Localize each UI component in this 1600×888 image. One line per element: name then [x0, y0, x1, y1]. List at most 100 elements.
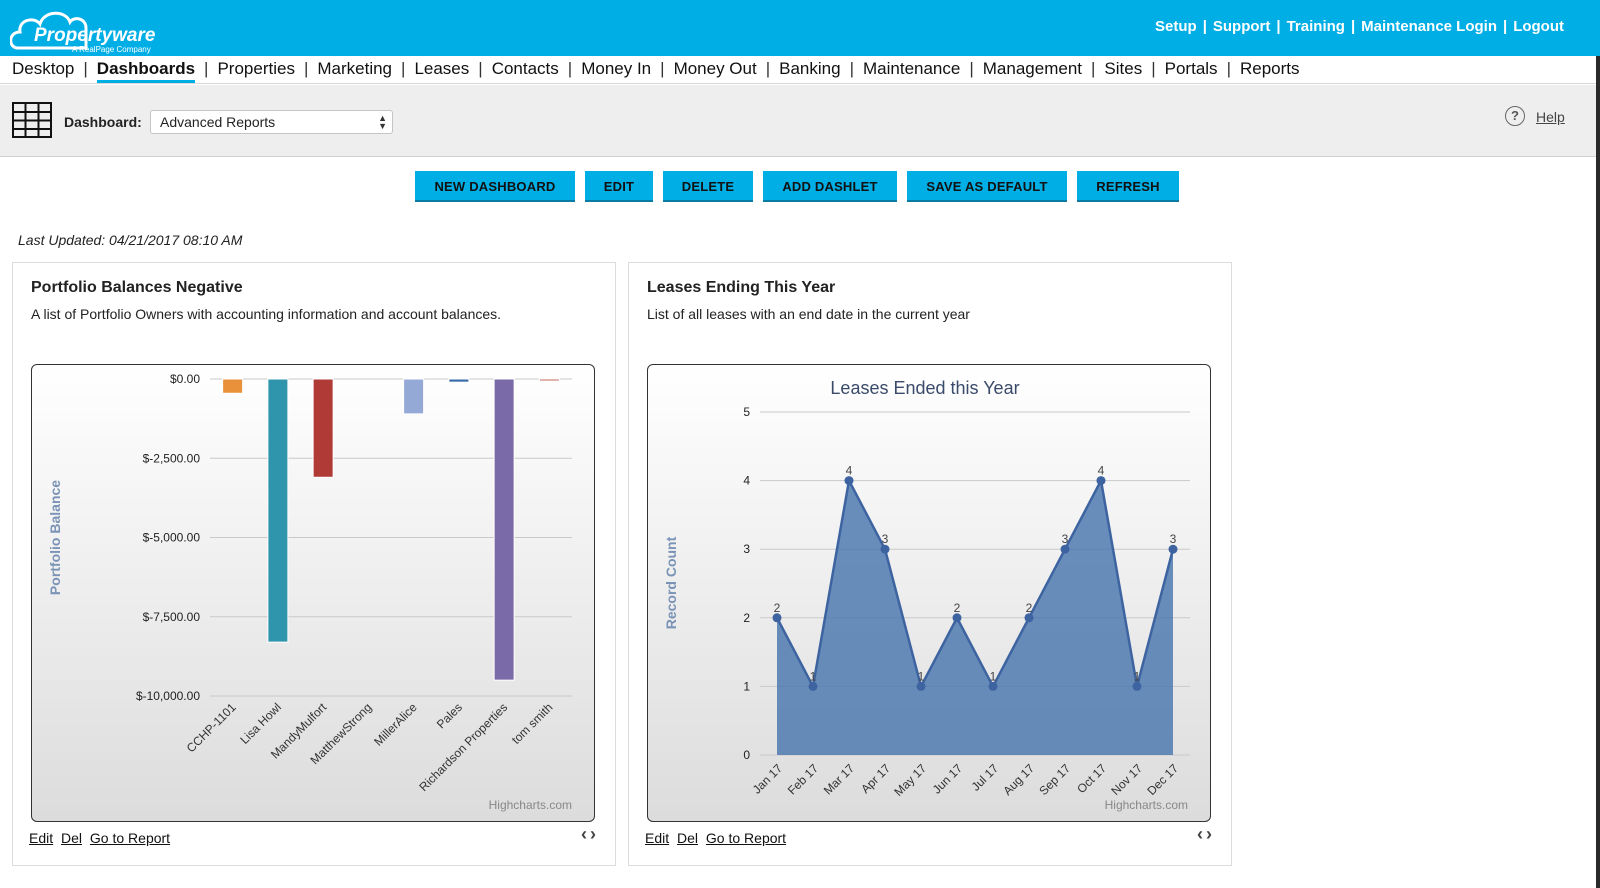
data-label: 3 [882, 532, 889, 546]
setup-link[interactable]: Setup [1155, 18, 1197, 35]
data-point [844, 476, 854, 486]
chart-credit: Highcharts.com [1105, 798, 1188, 812]
data-point [1132, 681, 1142, 691]
menu-management[interactable]: Management [982, 59, 1082, 78]
logout-link[interactable]: Logout [1513, 18, 1564, 35]
dashlet-edit-link[interactable]: Edit [29, 830, 54, 846]
bar [222, 378, 244, 394]
data-point [1060, 544, 1070, 554]
x-tick-label: Pales [434, 700, 465, 731]
dashlet-go-to-report-link[interactable]: Go to Report [89, 830, 171, 846]
next-chevron-icon[interactable]: › [1206, 824, 1215, 844]
menu-reports[interactable]: Reports [1239, 59, 1300, 78]
menu-money-out[interactable]: Money Out [673, 59, 757, 78]
menu-contacts[interactable]: Contacts [491, 59, 559, 78]
dashlet-description: List of all leases with an end date in t… [647, 306, 970, 322]
data-point [1096, 476, 1106, 486]
data-label: 1 [918, 669, 925, 683]
prev-chevron-icon[interactable]: ‹ [1197, 824, 1206, 844]
bar [267, 378, 289, 643]
x-tick-label: Nov 17 [1108, 761, 1145, 798]
help-link[interactable]: Help [1536, 109, 1565, 125]
data-label: 2 [1026, 601, 1033, 615]
data-label: 2 [954, 601, 961, 615]
y-tick-label: $0.00 [170, 372, 200, 386]
dashlet-portfolio-balances: Portfolio Balances Negative A list of Po… [12, 262, 616, 866]
add-dashlet-button[interactable]: ADD DASHLET [763, 171, 897, 202]
dashlet-title: Leases Ending This Year [647, 279, 836, 296]
dashlet-title: Portfolio Balances Negative [31, 279, 243, 296]
portfolio-bar-chart: $0.00 $-2,500.00 $-5,000.00 $-7,500.00 $-10,… [47, 372, 572, 812]
data-label: 1 [810, 669, 817, 683]
delete-button[interactable]: DELETE [663, 171, 753, 202]
data-point [1024, 613, 1034, 623]
svg-text:Propertyware: Propertyware [34, 25, 156, 46]
y-tick-label: 3 [743, 542, 750, 556]
maintenance-login-link[interactable]: Maintenance Login [1361, 18, 1497, 35]
x-tick-label: CCHP-1101 [184, 700, 239, 755]
prev-chevron-icon[interactable]: ‹ [581, 824, 590, 844]
bar [312, 378, 334, 478]
menu-dashboards[interactable]: Dashboards [96, 59, 196, 83]
dashlet-del-link[interactable]: Del [61, 830, 83, 846]
main-menu: Desktop | Dashboards | Properties | Marketing |… [0, 56, 1596, 84]
next-chevron-icon[interactable]: › [590, 824, 599, 844]
dashlet-description: A list of Portfolio Owners with accounti… [31, 306, 502, 322]
dashlet-links: Edit Del Go to Report [29, 830, 174, 846]
last-updated: Last Updated: 04/21/2017 08:10 AM [18, 232, 243, 248]
dashlet-pager: ‹› [1197, 824, 1215, 845]
chart-credit: Highcharts.com [489, 798, 572, 812]
x-tick-label: Apr 17 [858, 761, 893, 796]
series-line [775, 476, 1175, 691]
menu-maintenance[interactable]: Maintenance [863, 59, 961, 78]
bar [448, 378, 470, 383]
data-label: 4 [1098, 464, 1105, 478]
x-tick-label: Mar 17 [821, 761, 858, 798]
data-label: 4 [846, 464, 853, 478]
new-dashboard-button[interactable]: NEW DASHBOARD [415, 171, 575, 202]
y-tick-label: $-10,000.00 [136, 689, 200, 703]
data-point [916, 681, 926, 691]
propertyware-logo[interactable]: Propertyware A RealPage Company [10, 2, 180, 54]
menu-money-in[interactable]: Money In [581, 59, 652, 78]
save-as-default-button[interactable]: SAVE AS DEFAULT [907, 171, 1067, 202]
menu-leases[interactable]: Leases [414, 59, 470, 78]
y-axis-title: Record Count [663, 536, 679, 629]
data-point [808, 681, 818, 691]
menu-marketing[interactable]: Marketing [317, 59, 393, 78]
dashlet-edit-link[interactable]: Edit [645, 830, 670, 846]
x-tick-label: Feb 17 [785, 761, 822, 798]
dashboard-select-value: Advanced Reports [160, 114, 276, 130]
y-tick-label: 2 [743, 611, 750, 625]
edit-button[interactable]: EDIT [585, 171, 653, 202]
chart-title: Leases Ended this Year [830, 378, 1019, 398]
menu-desktop[interactable]: Desktop [12, 59, 75, 78]
refresh-button[interactable]: REFRESH [1077, 171, 1179, 202]
x-tick-label: Sep 17 [1036, 761, 1073, 798]
menu-sites[interactable]: Sites [1104, 59, 1143, 78]
data-point [988, 681, 998, 691]
data-label: 1 [1134, 669, 1141, 683]
data-point [952, 613, 962, 623]
bar-chart-container: $0.00 $-2,500.00 $-5,000.00 $-7,500.00 $-10,… [31, 364, 595, 822]
dashboard-select[interactable]: Advanced Reports ▲ ▼ [150, 110, 393, 134]
support-link[interactable]: Support [1212, 18, 1271, 35]
dashlet-go-to-report-link[interactable]: Go to Report [705, 830, 787, 846]
help-icon[interactable]: ? [1505, 106, 1525, 126]
area-chart-container: Leases Ended this Year 0 1 2 3 4 5 2 Jan 17 1 Feb … [647, 364, 1211, 822]
y-tick-label: $-7,500.00 [143, 610, 201, 624]
top-bar: Propertyware A RealPage Company Setup | Su… [0, 0, 1600, 56]
top-links: Setup | Support | Training | Maintenance Login… [1155, 18, 1564, 35]
dashlet-pager: ‹› [581, 824, 599, 845]
data-label: 2 [774, 601, 781, 615]
menu-portals[interactable]: Portals [1164, 59, 1218, 78]
y-tick-label: 0 [743, 748, 750, 762]
training-link[interactable]: Training [1286, 18, 1345, 35]
y-tick-label: 5 [743, 405, 750, 419]
menu-banking[interactable]: Banking [779, 59, 841, 78]
dashlet-del-link[interactable]: Del [677, 830, 699, 846]
x-tick-label: May 17 [891, 761, 929, 799]
menu-properties[interactable]: Properties [217, 59, 295, 78]
x-tick-label: Jul 17 [969, 761, 1002, 794]
data-label: 3 [1170, 532, 1177, 546]
